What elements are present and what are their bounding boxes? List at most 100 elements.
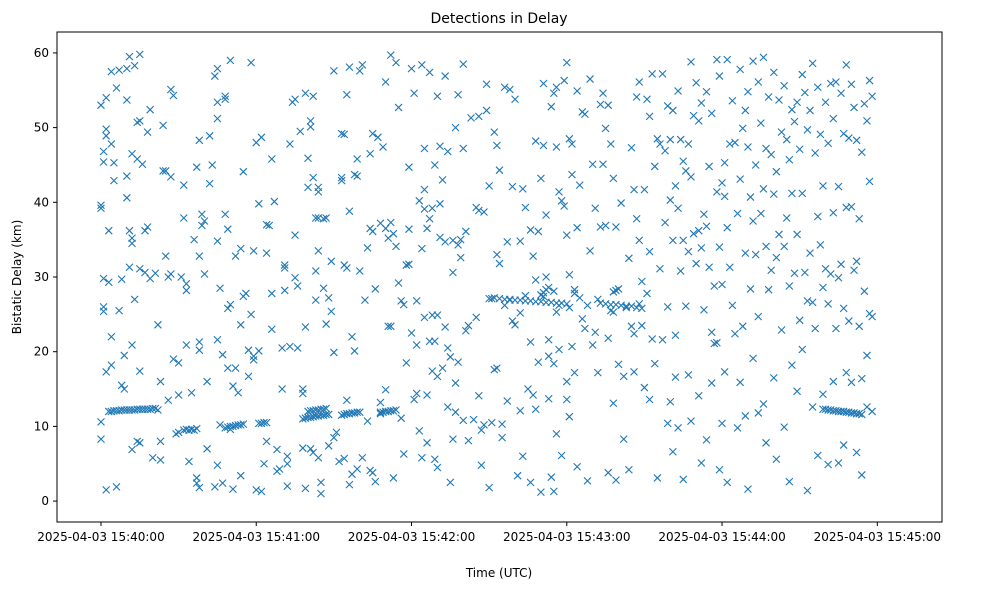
detection-point [213, 237, 222, 246]
detection-point [311, 296, 320, 305]
detection-point [599, 160, 607, 169]
detection-point [327, 257, 336, 266]
detection-point [844, 134, 853, 142]
detection-point [102, 131, 111, 140]
detection-point [449, 435, 457, 443]
detection-point [236, 320, 245, 329]
detection-point [674, 423, 682, 432]
detection-point [720, 158, 729, 167]
detection-point [229, 422, 237, 431]
detection-point [423, 438, 431, 447]
detection-point [868, 312, 877, 321]
detection-point [832, 78, 840, 86]
detection-point [182, 341, 191, 349]
x-tick-label: 2025-04-03 15:43:00 [503, 530, 630, 544]
detection-point [430, 161, 439, 169]
detection-point [656, 140, 664, 148]
detection-point [847, 80, 856, 89]
detection-point [643, 95, 651, 104]
detection-point [503, 397, 512, 405]
detection-point [249, 356, 258, 364]
detection-point [345, 63, 354, 71]
detection-point [355, 66, 364, 75]
detection-point [769, 68, 778, 77]
detection-point [104, 278, 113, 287]
detection-point [117, 275, 126, 284]
detection-point [674, 87, 682, 95]
detection-point [420, 205, 429, 213]
detection-point [135, 50, 144, 59]
detection-point [397, 297, 406, 305]
detection-point [741, 412, 750, 420]
detection-point [588, 160, 597, 169]
detection-point [231, 252, 240, 260]
detection-point [464, 321, 473, 330]
detection-point [433, 311, 442, 319]
detection-point [337, 176, 346, 185]
detection-point [433, 92, 442, 101]
detection-point [493, 250, 501, 259]
detection-point [392, 406, 400, 414]
detection-point [394, 279, 403, 287]
detection-point [226, 56, 235, 65]
detection-point [769, 190, 778, 198]
detection-point [599, 89, 607, 98]
detection-point [283, 459, 292, 468]
detection-point [803, 297, 812, 305]
detection-point [643, 289, 651, 298]
detection-point [174, 359, 183, 367]
detection-point [529, 391, 538, 399]
detection-point [304, 154, 312, 163]
detection-point [99, 307, 108, 316]
detection-point [353, 465, 362, 473]
detection-point [694, 116, 703, 125]
detection-point [441, 238, 450, 246]
detection-point [477, 426, 486, 435]
detection-point [728, 301, 737, 310]
detection-point [242, 289, 250, 298]
detection-point [857, 374, 866, 383]
detection-point [837, 260, 845, 269]
detection-point [345, 207, 354, 216]
detection-point [381, 78, 390, 86]
detection-point [438, 176, 447, 184]
detection-point [389, 229, 398, 238]
detection-point [133, 437, 142, 446]
detection-point [97, 101, 105, 110]
detection-point [107, 140, 116, 148]
detection-point [104, 226, 113, 235]
detection-point [661, 218, 670, 227]
detection-point [676, 135, 685, 144]
detection-point [850, 266, 858, 275]
detection-point [182, 286, 191, 295]
detection-point [311, 214, 320, 222]
detection-point [829, 208, 838, 217]
detection-point [601, 221, 610, 230]
detection-point [244, 372, 253, 381]
detection-point [785, 282, 794, 290]
detection-point [756, 209, 765, 218]
detection-point [687, 57, 695, 66]
detection-point [785, 477, 794, 486]
detection-point [609, 399, 618, 408]
detection-point [811, 324, 820, 333]
detection-point [314, 453, 323, 462]
detection-point [169, 355, 178, 364]
detection-point [192, 479, 201, 488]
detection-point [286, 140, 294, 148]
detection-point [702, 435, 711, 444]
detection-point [493, 364, 501, 373]
detection-point [412, 341, 421, 349]
detection-point [247, 310, 255, 319]
detection-point [780, 242, 789, 251]
detection-point [800, 268, 809, 277]
detection-point [151, 404, 160, 413]
detection-point [712, 338, 721, 347]
detection-point [772, 253, 781, 262]
detection-point [239, 420, 248, 429]
detection-point [500, 83, 509, 92]
detection-point [552, 143, 561, 151]
detection-point [788, 105, 796, 114]
detection-point [480, 421, 488, 429]
detection-point [604, 334, 613, 343]
